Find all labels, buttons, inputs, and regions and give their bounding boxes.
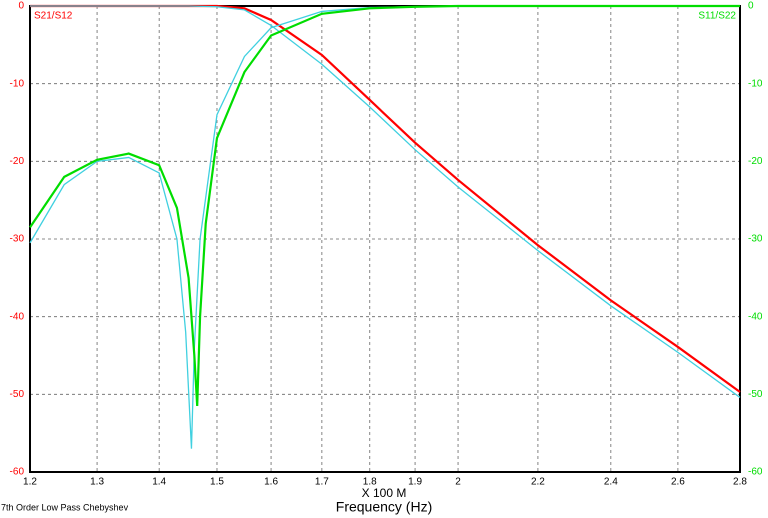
y2-tick-label: -40 xyxy=(748,311,763,322)
x-tick-label: 1.2 xyxy=(23,477,37,488)
x-tick-label: 2.8 xyxy=(733,477,747,488)
y-tick-label: -20 xyxy=(10,156,25,167)
y-tick-label: -40 xyxy=(10,311,25,322)
y-tick-label: 0 xyxy=(18,1,24,12)
plot-frame xyxy=(29,5,741,473)
legend-label: S21/S12 xyxy=(34,11,73,22)
y2-tick-label: -60 xyxy=(748,467,763,478)
x-label: Frequency (Hz) xyxy=(336,499,432,515)
series-line xyxy=(29,5,740,449)
series-line xyxy=(29,4,740,407)
y2-tick-label: 0 xyxy=(748,1,754,12)
y2-tick-label: -30 xyxy=(748,234,763,245)
y2-tick-label: -20 xyxy=(748,156,763,167)
y-tick-label: -30 xyxy=(10,234,25,245)
series-line xyxy=(30,5,741,398)
x-unit: X 100 M xyxy=(362,486,407,500)
x-tick-label: 1.9 xyxy=(408,477,422,488)
x-tick-label: 1.6 xyxy=(264,477,278,488)
x-tick-label: 2.4 xyxy=(604,477,618,488)
x-tick-label: 2.6 xyxy=(671,477,685,488)
legend-label: S11/S22 xyxy=(698,11,736,22)
series-line xyxy=(30,4,741,393)
x-tick-label: 1.5 xyxy=(210,477,224,488)
x-tick-label: 2.2 xyxy=(531,477,545,488)
x-tick-label: 1.8 xyxy=(363,477,377,488)
y-tick-label: -60 xyxy=(10,467,25,478)
y-tick-label: -10 xyxy=(10,78,25,89)
x-tick-label: 2 xyxy=(455,477,461,488)
x-tick-label: 1.3 xyxy=(90,477,104,488)
x-tick-label: 1.4 xyxy=(152,477,166,488)
y2-tick-label: -10 xyxy=(748,78,763,89)
y-tick-label: -50 xyxy=(10,389,25,400)
footer: 7th Order Low Pass Chebyshev xyxy=(1,502,129,512)
x-tick-label: 1.7 xyxy=(315,477,329,488)
y2-tick-label: -50 xyxy=(748,389,763,400)
